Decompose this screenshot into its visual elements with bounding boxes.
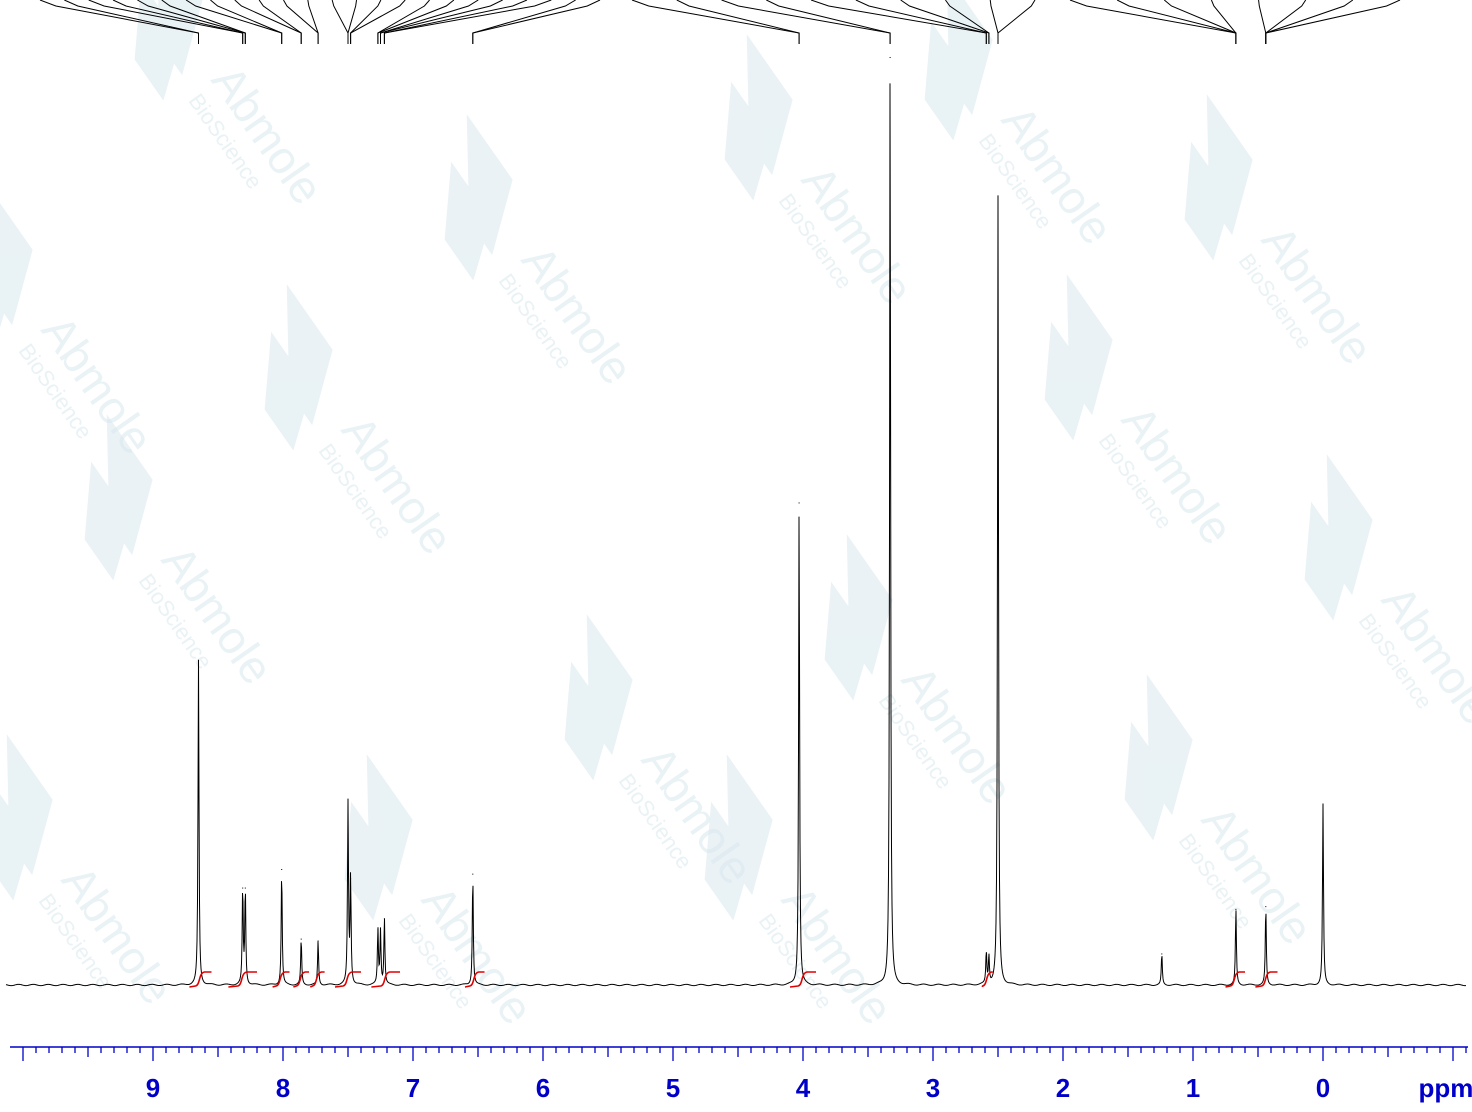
x-tick-label: 4 xyxy=(796,1073,811,1103)
integral-curve xyxy=(464,971,485,988)
watermark-layer: AbmoleBioScienceAbmoleBioScienceAbmoleBi… xyxy=(0,0,1472,1033)
peak-label-line xyxy=(1265,0,1307,44)
integral-curve xyxy=(228,971,257,988)
peak-label-line xyxy=(676,0,800,44)
peak-label-line xyxy=(1258,0,1267,44)
watermark-shape xyxy=(1124,674,1193,841)
x-axis: ppm 9 8 7 6 5 4 3 2 1 0 xyxy=(10,1046,1472,1103)
peak-label-line xyxy=(161,0,246,44)
integral-curve xyxy=(189,971,212,988)
watermark-shape xyxy=(724,34,793,201)
watermark-shape xyxy=(444,114,513,281)
integral-curve xyxy=(272,971,290,988)
integral-curve xyxy=(371,971,400,988)
watermark-shape xyxy=(704,754,773,921)
peak-label-lines xyxy=(39,0,1401,44)
watermark-shape xyxy=(824,534,893,701)
watermark-shape xyxy=(84,414,153,581)
watermark-shape xyxy=(564,614,633,781)
x-tick-label: 8 xyxy=(276,1073,290,1103)
x-tick-label: 3 xyxy=(926,1073,940,1103)
peak-label-line xyxy=(350,0,406,44)
peak-label-line xyxy=(380,0,479,44)
watermark-shape xyxy=(1044,274,1113,441)
integral-curve xyxy=(1225,971,1245,988)
integral-layer xyxy=(189,971,1278,988)
peak-label-line xyxy=(855,0,987,44)
peak-label-line xyxy=(472,0,601,44)
integral-curve xyxy=(334,971,361,988)
peak-label-line xyxy=(210,0,283,44)
integral-curve xyxy=(309,971,325,988)
x-tick-label: 7 xyxy=(406,1073,420,1103)
peak-label-line xyxy=(1210,0,1237,44)
watermark-shape xyxy=(264,284,333,451)
peak-label-line xyxy=(347,0,358,44)
peak-label-line xyxy=(377,0,455,44)
peak-label-line xyxy=(331,0,349,44)
watermark-shape xyxy=(1184,94,1253,261)
integral-curve xyxy=(1255,971,1278,988)
x-axis-label: ppm xyxy=(1419,1073,1472,1103)
peak-label-line xyxy=(945,0,990,44)
integral-curve xyxy=(293,971,309,988)
spectrum-layer xyxy=(5,57,1467,987)
peak-label-line xyxy=(1265,0,1354,44)
peak-label-line xyxy=(380,0,503,44)
watermark-shape xyxy=(0,734,53,901)
peak-label-line xyxy=(997,0,1036,44)
peak-label-line xyxy=(766,0,891,44)
peak-label-line xyxy=(1069,0,1237,44)
peak-label-line xyxy=(377,0,430,44)
x-tick-label: 6 xyxy=(536,1073,550,1103)
peak-label-line xyxy=(64,0,199,44)
spectrum-trace xyxy=(5,83,1467,987)
peak-label-line xyxy=(631,0,800,44)
x-tick-label: 0 xyxy=(1316,1073,1330,1103)
peak-label-line xyxy=(989,0,999,44)
x-tick-label: 9 xyxy=(146,1073,160,1103)
watermark-shape xyxy=(344,754,413,921)
peak-label-line xyxy=(234,0,302,44)
peak-label-line xyxy=(1265,0,1401,44)
watermark-shape xyxy=(1304,454,1373,621)
peak-label-line xyxy=(258,0,302,44)
peak-label-line xyxy=(383,0,552,44)
watermark-shape xyxy=(134,0,203,101)
integral-curve xyxy=(789,971,816,988)
watermark-shape xyxy=(924,0,993,141)
x-tick-label: 1 xyxy=(1186,1073,1200,1103)
integral-curve xyxy=(981,971,993,988)
peak-label-line xyxy=(112,0,244,44)
x-tick-label: 5 xyxy=(666,1073,680,1103)
watermark-shape xyxy=(0,184,33,351)
peak-label-line xyxy=(307,0,319,44)
x-tick-label: 2 xyxy=(1056,1073,1070,1103)
